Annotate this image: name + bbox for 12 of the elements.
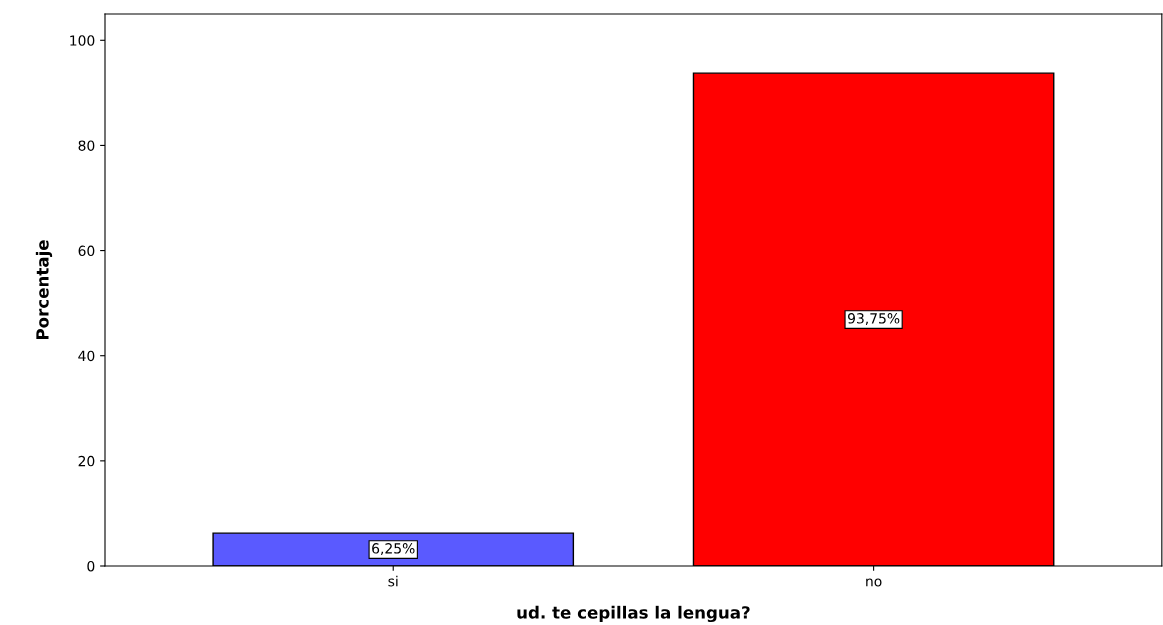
y-tick-label: 100 — [70, 35, 95, 46]
y-tick-label: 20 — [78, 455, 95, 467]
y-axis-title: Porcentaje — [35, 240, 53, 340]
y-tick-label: 40 — [78, 350, 95, 362]
x-tick-label: no — [866, 578, 882, 587]
y-tick-label: 60 — [78, 245, 95, 257]
x-tick-label: si — [388, 575, 398, 587]
y-tick-label: 0 — [87, 560, 95, 572]
data-label: 6,25% — [372, 543, 415, 556]
x-axis-title: ud. te cepillas la lengua? — [517, 605, 750, 623]
data-label: 93,75% — [848, 313, 900, 326]
y-tick-label: 80 — [78, 140, 95, 151]
